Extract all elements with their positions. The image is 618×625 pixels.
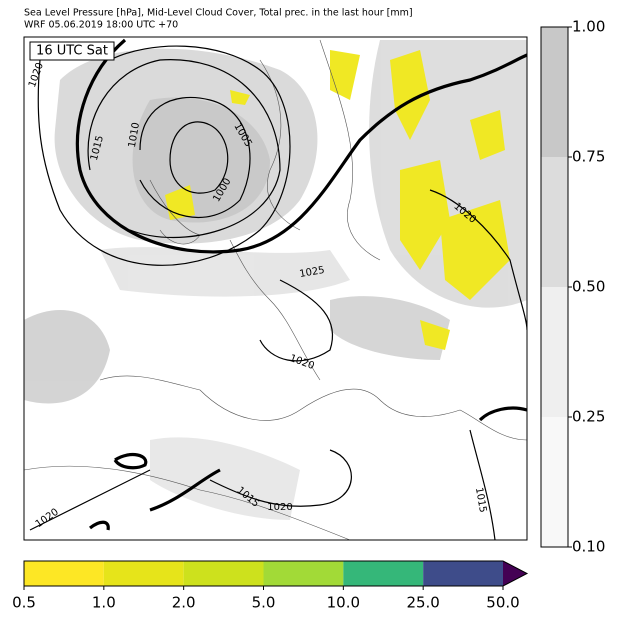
time-label: 16 UTC Sat <box>36 44 108 59</box>
time-label-box <box>29 41 115 61</box>
precip-tick-label: 25.0 <box>406 594 439 612</box>
coastlines <box>24 39 527 540</box>
cloud-tick-label: 0.75 <box>572 148 605 166</box>
thick-isobars <box>75 38 527 531</box>
precip-color-segment <box>24 561 104 586</box>
precip-tick-label: 2.0 <box>172 594 196 612</box>
cloud-color-segment <box>541 287 568 417</box>
contour-label: 1010 <box>127 122 142 149</box>
contour-label: 1020 <box>267 502 292 513</box>
isobars <box>29 45 527 540</box>
precip-tick-label: 10.0 <box>327 594 360 612</box>
precip-color-segment <box>423 561 503 586</box>
cloud-tick-label: 0.25 <box>572 408 605 426</box>
cloud-tick-label: 1.00 <box>572 18 605 36</box>
cloud-color-segment <box>541 157 568 287</box>
title: Sea Level Pressure [hPa], Mid-Level Clou… <box>24 8 413 19</box>
cloud-color-segment <box>541 417 568 547</box>
precip-color-segment <box>343 561 424 586</box>
cloud-tick-label: 0.50 <box>572 278 605 296</box>
precip-color-segment <box>183 561 264 586</box>
precip-tick-label: 0.5 <box>12 594 36 612</box>
map-frame <box>23 36 528 541</box>
precip-color-segment <box>103 561 184 586</box>
cloud-color-segment <box>541 27 568 157</box>
precip-color-segment <box>263 561 344 586</box>
contour-label: 1025 <box>299 265 326 280</box>
precip-colorbar: 0.5 1.0 2.0 5.0 10.0 25.0 50.0 <box>12 560 529 612</box>
precip-tick-label: 1.0 <box>92 594 116 612</box>
cloud-tick-label: 0.10 <box>572 538 605 556</box>
map-area <box>24 37 527 540</box>
precip-tick-label: 5.0 <box>252 594 276 612</box>
contour-label: 1015 <box>473 487 488 514</box>
precip-over-arrow <box>503 561 527 586</box>
cloud-colorbar: 1.00 0.75 0.50 0.25 0.10 <box>540 18 605 556</box>
precip-tick-label: 50.0 <box>486 594 519 612</box>
precip-colorbar-frame <box>23 560 529 587</box>
subtitle: WRF 05.06.2019 18:00 UTC +70 <box>24 20 178 31</box>
